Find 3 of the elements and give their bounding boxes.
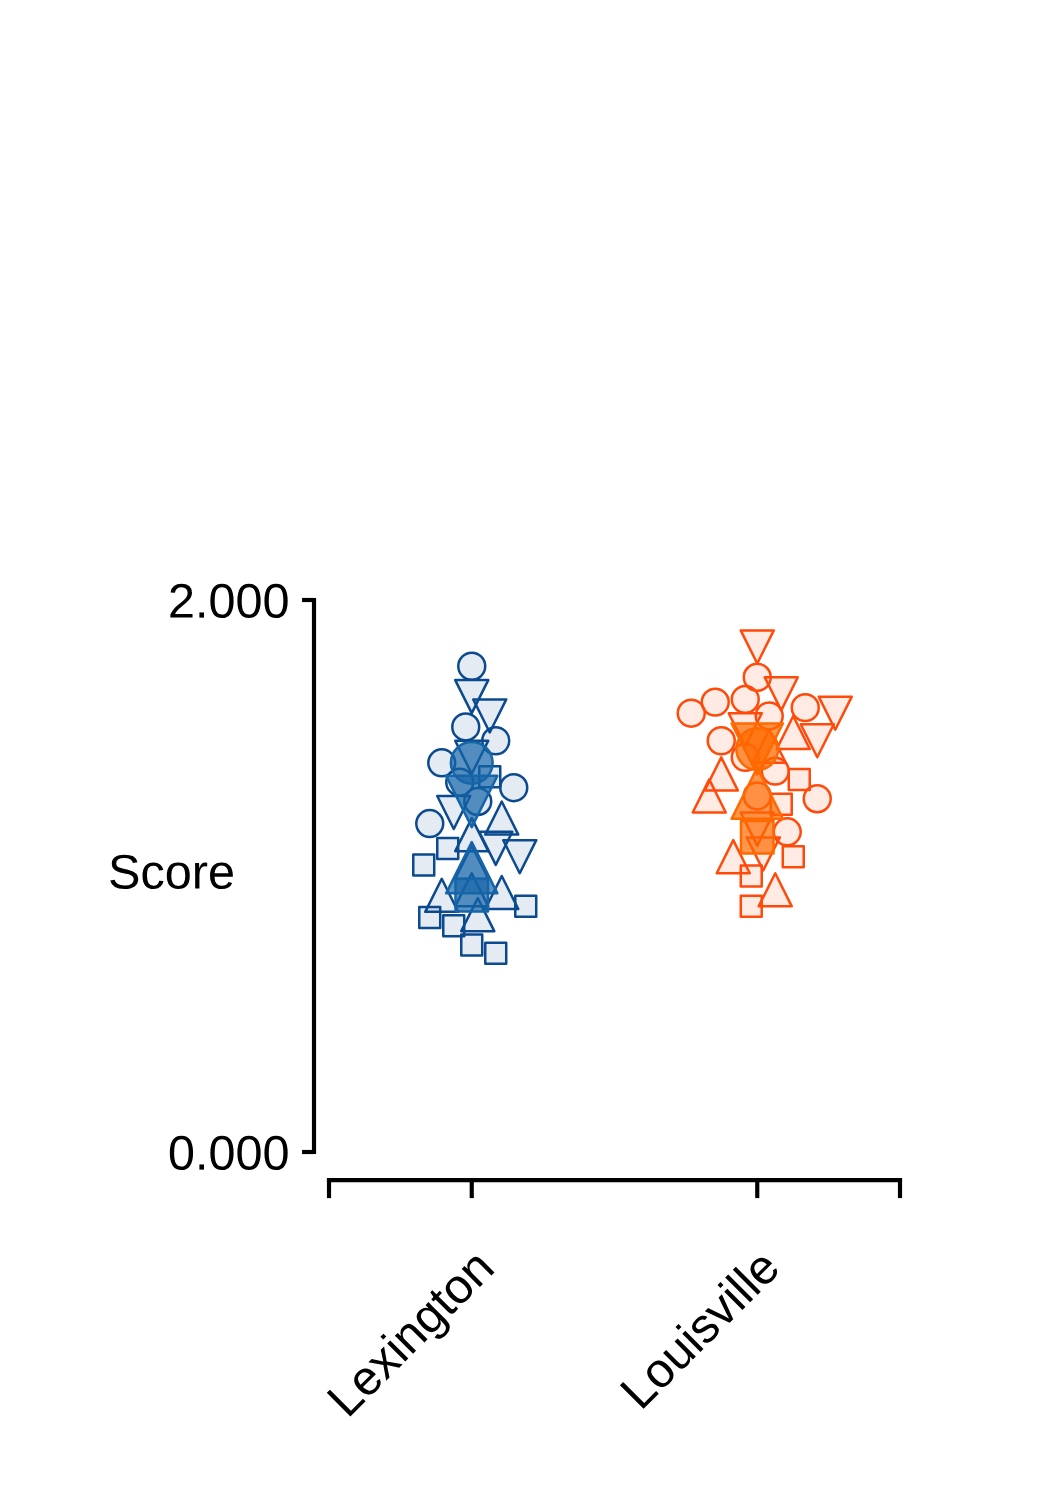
y-tick-label: 0.000 [169,1135,288,1171]
y-tick-label: 2.000 [170,583,288,619]
y-axis-title: Score [110,854,233,890]
